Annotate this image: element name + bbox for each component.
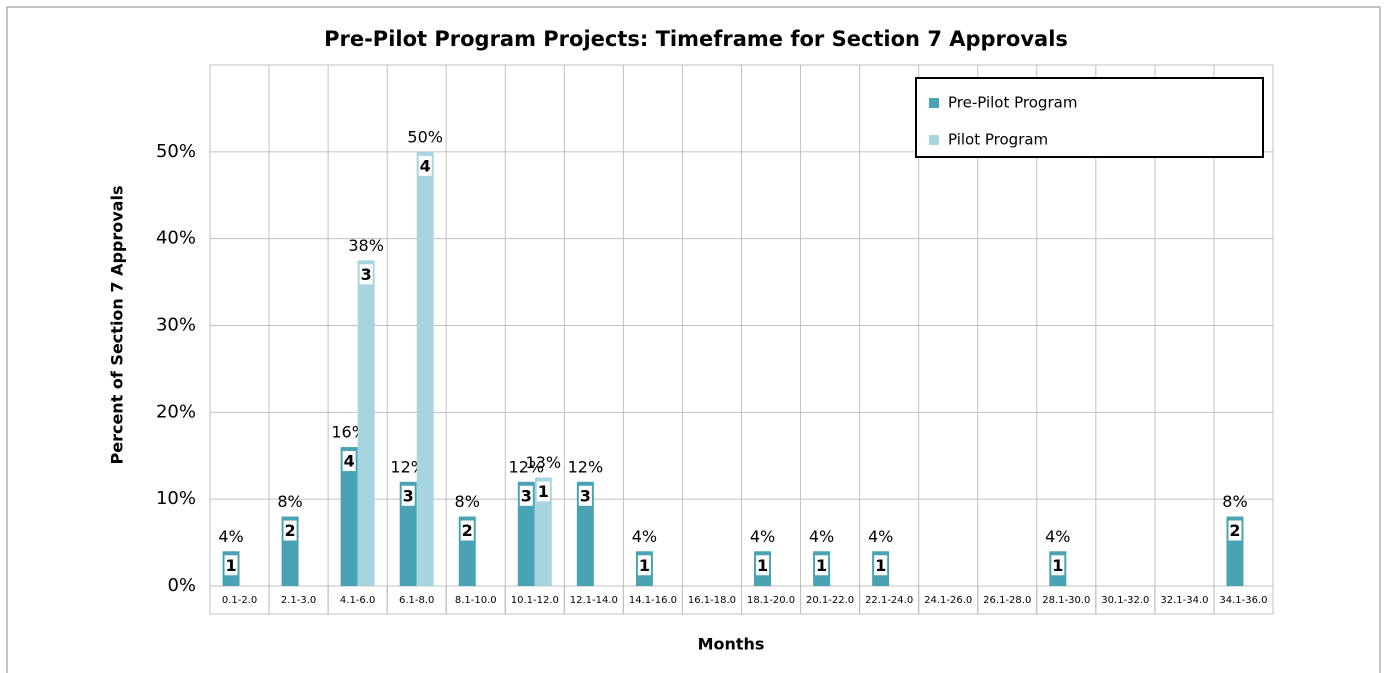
value-label: 38% [348, 236, 384, 255]
y-tick-label: 30% [156, 315, 196, 336]
count-label: 4 [420, 156, 431, 175]
x-tick-label: 0.1-2.0 [222, 595, 257, 606]
y-tick-label: 50% [156, 141, 196, 162]
value-label: 4% [868, 527, 893, 546]
count-box [536, 481, 550, 502]
x-tick-label: 26.1-28.0 [983, 595, 1031, 606]
count-label: 3 [361, 265, 372, 284]
count-box [418, 155, 432, 176]
count-box [519, 485, 533, 506]
value-label: 12% [568, 457, 604, 476]
value-label: 8% [277, 492, 302, 511]
legend-label: Pre-Pilot Program [948, 94, 1077, 112]
bar [534, 477, 552, 586]
x-tick-label: 32.1-34.0 [1160, 595, 1208, 606]
x-tick-box [1213, 585, 1274, 615]
bar [576, 481, 594, 586]
count-box [460, 520, 474, 541]
count-label: 1 [1052, 556, 1063, 575]
count-label: 2 [462, 521, 473, 540]
x-tick-label: 14.1-16.0 [629, 595, 677, 606]
x-tick-label: 4.1-6.0 [340, 595, 375, 606]
count-label: 2 [1229, 521, 1240, 540]
value-label: 4% [218, 527, 243, 546]
count-label: 1 [538, 482, 549, 501]
count-box [756, 555, 770, 576]
x-tick-label: 18.1-20.0 [747, 595, 795, 606]
count-box [1051, 555, 1065, 576]
count-box [359, 264, 373, 285]
bar [357, 260, 375, 586]
count-box [283, 520, 297, 541]
bar [399, 481, 417, 586]
value-label: 8% [1222, 492, 1247, 511]
count-label: 3 [521, 486, 532, 505]
x-axis-label: Months [698, 635, 765, 654]
bar [517, 481, 535, 586]
value-label: 12% [509, 457, 545, 476]
legend-swatch [929, 135, 939, 145]
x-tick-label: 20.1-22.0 [806, 595, 854, 606]
y-tick-label: 40% [156, 228, 196, 249]
count-label: 2 [285, 521, 296, 540]
x-tick-label: 24.1-26.0 [924, 595, 972, 606]
value-label: 13% [526, 453, 562, 472]
count-box [874, 555, 888, 576]
count-box [401, 485, 415, 506]
count-label: 3 [403, 486, 414, 505]
bar [340, 447, 358, 586]
value-label: 4% [750, 527, 775, 546]
x-tick-label: 8.1-10.0 [455, 595, 497, 606]
y-tick-label: 20% [156, 401, 196, 422]
y-tick-label: 10% [156, 488, 196, 509]
count-label: 1 [639, 556, 650, 575]
value-label: 4% [632, 527, 657, 546]
bar [416, 151, 434, 587]
legend-label: Pilot Program [948, 131, 1048, 149]
x-tick-label: 2.1-3.0 [281, 595, 316, 606]
x-tick-label: 34.1-36.0 [1219, 595, 1267, 606]
chart-title: Pre-Pilot Program Projects: Timeframe fo… [324, 27, 1068, 51]
legend-box [915, 77, 1264, 158]
x-tick-label: 12.1-14.0 [570, 595, 618, 606]
x-tick-label: 10.1-12.0 [511, 595, 559, 606]
count-label: 1 [816, 556, 827, 575]
value-label: 4% [809, 527, 834, 546]
y-axis-label: Percent of Section 7 Approvals [108, 186, 127, 465]
x-tick-label: 22.1-24.0 [865, 595, 913, 606]
legend-swatch [929, 98, 939, 108]
count-box [1228, 520, 1242, 541]
x-tick-label: 6.1-8.0 [399, 595, 434, 606]
count-label: 1 [757, 556, 768, 575]
x-tick-label: 30.1-32.0 [1101, 595, 1149, 606]
count-box [224, 555, 238, 576]
count-box [815, 555, 829, 576]
value-label: 4% [1045, 527, 1070, 546]
x-tick-label: 28.1-30.0 [1042, 595, 1090, 606]
count-box [637, 555, 651, 576]
count-label: 1 [225, 556, 236, 575]
x-tick-label: 16.1-18.0 [688, 595, 736, 606]
value-label: 8% [455, 492, 480, 511]
count-label: 4 [344, 452, 355, 471]
count-label: 3 [580, 486, 591, 505]
count-box [342, 451, 356, 472]
value-label: 50% [407, 127, 443, 146]
count-label: 1 [875, 556, 886, 575]
count-box [578, 485, 592, 506]
y-tick-label: 0% [167, 575, 196, 596]
